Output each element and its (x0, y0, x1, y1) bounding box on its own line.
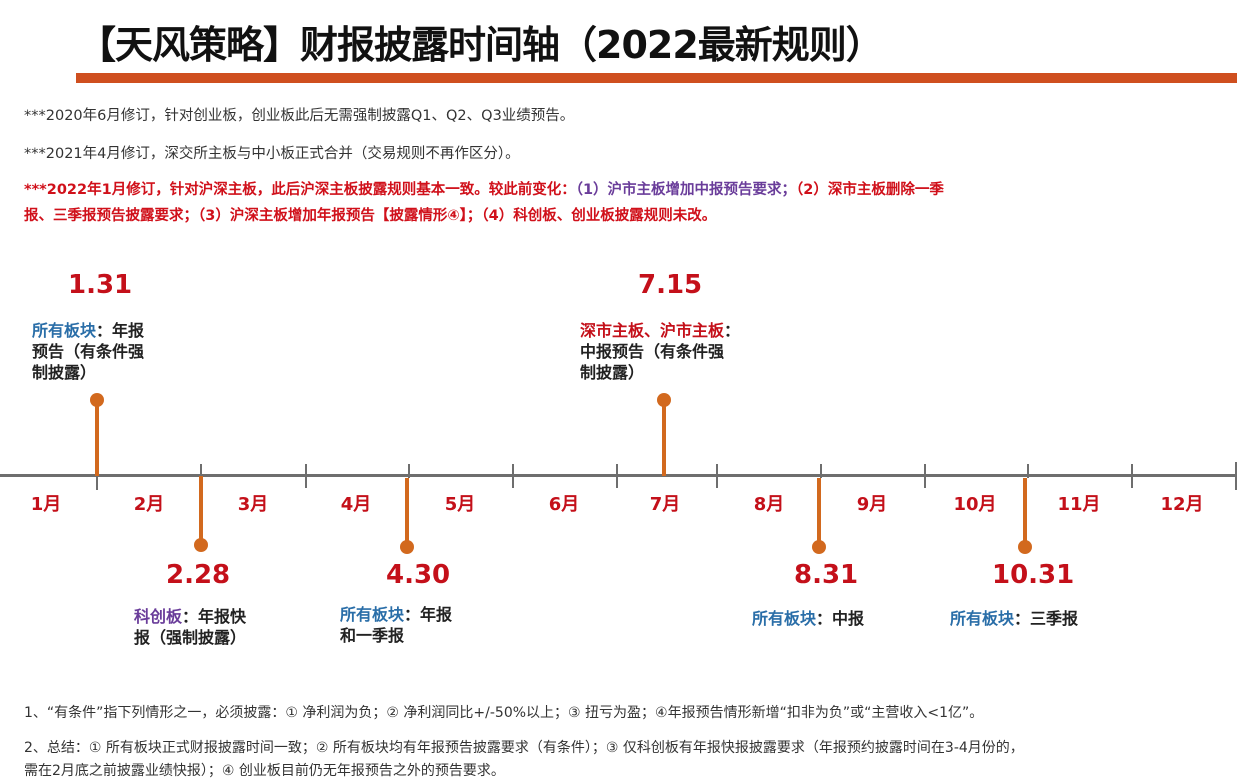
separator: ： (404, 605, 421, 624)
separator: ： (816, 609, 833, 628)
revision-note-2021: ***2021年4月修订，深交所主板与中小板正式合并（交易规则不再作区分）。 (24, 146, 520, 162)
event-text: 中报 (832, 609, 865, 628)
month-tick (924, 464, 926, 488)
month-label-feb: 2月 (133, 494, 165, 515)
month-label-nov: 11月 (1057, 494, 1101, 515)
event-desc-0131: 所有板块：年报 预告（有条件强 制披露） (32, 320, 172, 383)
event-board: 所有板块 (32, 321, 97, 340)
month-label-dec: 12月 (1160, 494, 1204, 515)
month-label-jun: 6月 (548, 494, 580, 515)
month-tick (716, 464, 718, 488)
month-label-apr: 4月 (340, 494, 372, 515)
event-stem-0131 (95, 400, 99, 476)
separator: ： (724, 321, 741, 340)
event-stem-1031 (1023, 478, 1027, 544)
event-stem-0831 (817, 478, 821, 544)
revision-change-1: （1）沪市主板增加中报预告要求； (575, 182, 797, 198)
event-desc-1031: 所有板块：三季报 (950, 608, 1120, 629)
event-stem-0715 (662, 400, 666, 476)
month-tick (1235, 462, 1237, 490)
event-desc-0228: 科创板：年报快 报（强制披露） (134, 606, 274, 648)
separator: ： (182, 607, 199, 626)
month-label-may: 5月 (444, 494, 476, 515)
event-text: 预告（有条件强 (32, 342, 145, 361)
footnote-summary-line2: 需在2月底之前披露业绩快报）；④ 创业板目前仍无年报预告之外的预告要求。 (24, 763, 505, 779)
revision-note-2022-line1: ***2022年1月修订，针对沪深主板，此后沪深主板披露规则基本一致。较此前变化… (24, 178, 944, 199)
event-text: 三季报 (1030, 609, 1079, 628)
event-text: 年报 (112, 321, 145, 340)
timeline-axis (0, 474, 1237, 477)
event-date-0131: 1.31 (68, 270, 133, 300)
month-label-jul: 7月 (649, 494, 681, 515)
event-board: 所有板块 (752, 609, 817, 628)
month-tick (820, 464, 822, 478)
revision-note-2020: ***2020年6月修订，针对创业板，创业板此后无需强制披露Q1、Q2、Q3业绩… (24, 108, 575, 124)
event-date-0831: 8.31 (794, 560, 859, 590)
event-text: 制披露） (580, 363, 645, 382)
month-label-oct: 10月 (953, 494, 997, 515)
event-date-0430: 4.30 (386, 560, 451, 590)
event-text: 中报预告（有条件强 (580, 342, 725, 361)
month-label-mar: 3月 (237, 494, 269, 515)
month-tick (200, 464, 202, 478)
month-tick (305, 464, 307, 488)
separator: ： (1014, 609, 1031, 628)
separator: ： (96, 321, 113, 340)
event-text: 制披露） (32, 363, 97, 382)
event-text: 年报快 (198, 607, 247, 626)
event-marker-0831 (812, 540, 826, 554)
month-label-jan: 1月 (30, 494, 62, 515)
event-text: 和一季报 (340, 626, 405, 645)
footnote-summary-line1: 2、总结：① 所有板块正式财报披露时间一致；② 所有板块均有年报预告披露要求（有… (24, 740, 1024, 756)
event-marker-0430 (400, 540, 414, 554)
month-tick (408, 464, 410, 478)
month-tick (96, 466, 98, 490)
event-marker-0131 (90, 393, 104, 407)
event-desc-0831: 所有板块：中报 (752, 608, 912, 629)
event-desc-0430: 所有板块：年报 和一季报 (340, 604, 480, 646)
footnote-conditions: 1、“有条件”指下列情形之一，必须披露：① 净利润为负；② 净利润同比+/-50… (24, 705, 984, 721)
event-board: 科创板 (134, 607, 183, 626)
event-date-0228: 2.28 (166, 560, 231, 590)
revision-change-2: （2）深市主板删除一季 (796, 182, 944, 198)
event-marker-0228 (194, 538, 208, 552)
month-label-sep: 9月 (856, 494, 888, 515)
event-stem-0430 (405, 478, 409, 544)
event-board: 深市主板、沪市主板 (580, 321, 725, 340)
event-date-1031: 10.31 (992, 560, 1075, 590)
month-tick (512, 464, 514, 488)
event-text: 报（强制披露） (134, 628, 247, 647)
event-text: 年报 (420, 605, 453, 624)
title-underline-bar (76, 73, 1237, 83)
page-title: 【天风策略】财报披露时间轴（2022最新规则） (78, 23, 884, 67)
revision-note-2022-intro: ***2022年1月修订，针对沪深主板，此后沪深主板披露规则基本一致。较此前变化… (24, 182, 576, 198)
event-date-0715: 7.15 (638, 270, 703, 300)
month-label-aug: 8月 (753, 494, 785, 515)
month-tick (616, 464, 618, 488)
event-stem-0228 (199, 476, 203, 542)
event-desc-0715: 深市主板、沪市主板： 中报预告（有条件强 制披露） (580, 320, 780, 383)
event-marker-1031 (1018, 540, 1032, 554)
revision-note-2022-line2: 报、三季报预告披露要求；（3）沪深主板增加年报预告【披露情形④】；（4）科创板、… (24, 208, 717, 224)
month-tick (1131, 464, 1133, 488)
event-marker-0715 (657, 393, 671, 407)
month-tick (1027, 464, 1029, 478)
event-board: 所有板块 (340, 605, 405, 624)
event-board: 所有板块 (950, 609, 1015, 628)
